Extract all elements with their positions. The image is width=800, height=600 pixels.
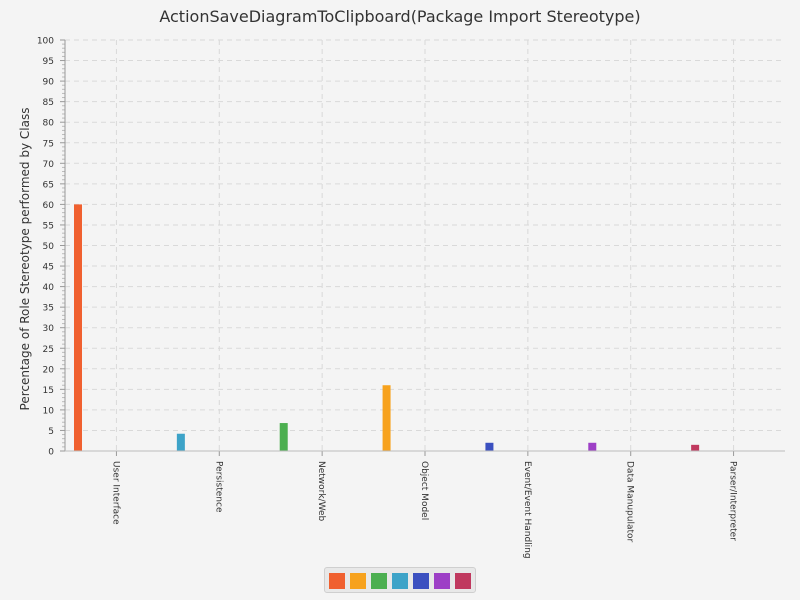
y-tick-label: 30 bbox=[43, 324, 55, 334]
y-tick-label: 50 bbox=[43, 242, 55, 252]
y-tick-label: 75 bbox=[43, 139, 54, 149]
y-tick-label: 5 bbox=[48, 427, 54, 437]
y-tick-label: 100 bbox=[37, 37, 54, 47]
y-tick-label: 45 bbox=[43, 263, 54, 273]
x-tick-label: Object Model bbox=[419, 461, 429, 520]
bar bbox=[691, 444, 700, 451]
bar bbox=[485, 442, 494, 451]
bars bbox=[74, 204, 700, 451]
y-tick-label: 0 bbox=[48, 448, 54, 458]
legend-swatch bbox=[413, 573, 429, 589]
y-tick-label: 70 bbox=[43, 160, 55, 170]
x-tick-label: Persistence bbox=[213, 461, 223, 513]
y-tick-label: 10 bbox=[43, 406, 55, 416]
legend-swatch bbox=[371, 573, 387, 589]
legend-swatch bbox=[350, 573, 366, 589]
bar bbox=[74, 204, 82, 451]
bar bbox=[176, 433, 185, 451]
y-tick-label: 35 bbox=[43, 304, 54, 314]
y-tick-label: 40 bbox=[43, 283, 55, 293]
y-tick-label: 60 bbox=[43, 201, 55, 211]
y-tick-label: 85 bbox=[43, 98, 54, 108]
bar bbox=[279, 423, 288, 451]
y-axis-ticks: 0 5 10 15 20 25 30 35 40 45 50 55 60 65 70 75 80 85 90 95 10… bbox=[37, 37, 65, 458]
axes bbox=[64, 40, 785, 452]
y-tick-label: 90 bbox=[43, 78, 55, 88]
legend-swatch bbox=[329, 573, 345, 589]
y-tick-label: 15 bbox=[43, 386, 54, 396]
x-tick-label: Data Manupulator bbox=[625, 461, 635, 543]
x-tick-label: Network/Web bbox=[316, 461, 326, 522]
y-tick-label: 20 bbox=[43, 365, 55, 375]
bar bbox=[588, 442, 597, 451]
chart-title: ActionSaveDiagramToClipboard(Package Imp… bbox=[159, 7, 641, 26]
grid-lines bbox=[65, 39, 785, 451]
legend-swatch bbox=[392, 573, 408, 589]
legend-swatch bbox=[455, 573, 471, 589]
bar bbox=[382, 385, 391, 451]
x-tick-label: Parser/Interpreter bbox=[728, 461, 738, 541]
y-tick-label: 25 bbox=[43, 345, 54, 355]
x-tick-label: User Interface bbox=[110, 461, 120, 525]
legend bbox=[324, 567, 476, 593]
y-tick-label: 65 bbox=[43, 180, 54, 190]
x-tick-label: Event/Event Handling bbox=[522, 461, 532, 559]
y-tick-label: 95 bbox=[43, 57, 54, 67]
x-axis-tick-labels: User Interface Persistence Network/Web Obje… bbox=[110, 451, 738, 559]
y-tick-label: 80 bbox=[43, 119, 55, 129]
y-tick-label: 55 bbox=[43, 221, 54, 231]
legend-swatch bbox=[434, 573, 450, 589]
